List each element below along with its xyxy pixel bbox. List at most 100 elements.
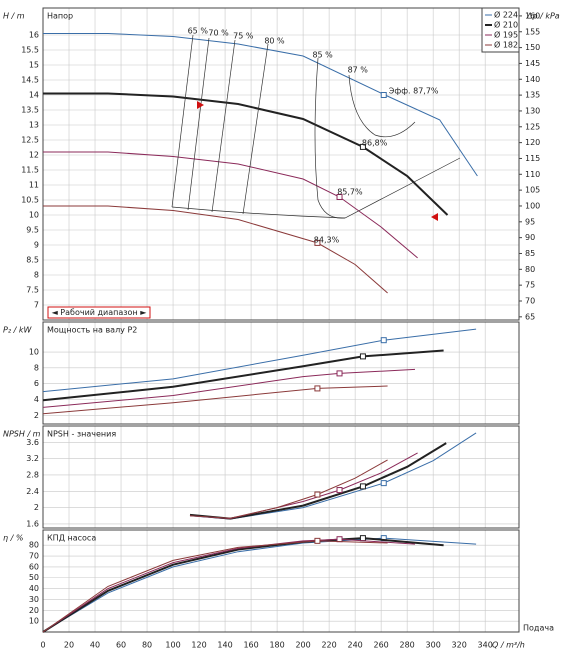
panel-frame	[42, 7, 520, 321]
x-tick-label: 280	[400, 641, 415, 650]
x-tick-label: 320	[452, 641, 467, 650]
y2-axis-label: Δp / kPa	[526, 12, 560, 21]
curve	[43, 151, 418, 259]
curve	[42, 537, 477, 633]
y-tick-label: 11.5	[21, 166, 39, 175]
y2-tick-label: 90	[525, 233, 535, 242]
duty-point	[314, 537, 321, 544]
iso-line	[348, 74, 416, 138]
x-tick-label: 0	[40, 641, 45, 650]
range-box	[47, 306, 151, 319]
y-axis-label: H / m	[3, 12, 25, 21]
y-tick-label: 50	[29, 573, 39, 582]
y-tick-label: 14	[29, 91, 39, 100]
y-tick-label: 7.5	[26, 286, 39, 295]
y-tick-label: 6	[34, 379, 39, 388]
y-tick-label: 1.6	[26, 519, 39, 528]
curve	[42, 537, 444, 633]
x-tick-label: 220	[321, 641, 336, 650]
range-limit	[431, 213, 438, 221]
x-tick-label: 140	[217, 641, 232, 650]
panel-title: Мощность на валу P2	[47, 326, 137, 335]
y-tick-label: 9.5	[26, 226, 39, 235]
annotation: 65 %	[188, 27, 209, 36]
x-tick-label: 200	[295, 641, 310, 650]
x-axis-label: Q / m³/h	[492, 641, 525, 650]
y2-tick-label: 140	[525, 75, 540, 84]
y-tick-label: 3.2	[26, 454, 39, 463]
y-tick-label: 4	[34, 395, 39, 404]
x-tick-label: 80	[142, 641, 152, 650]
y2-tick-label: 95	[525, 217, 535, 226]
y-tick-label: 16	[29, 31, 39, 40]
y-tick-label: 10.5	[21, 196, 39, 205]
panel-frame	[42, 529, 520, 633]
iso-line	[211, 39, 236, 213]
x-tick-label: 60	[116, 641, 126, 650]
y-tick-label: 15	[29, 61, 39, 70]
iso-line	[171, 34, 194, 208]
panel-title: Напор	[47, 12, 73, 21]
y2-tick-label: 150	[525, 43, 540, 52]
y2-tick-label: 145	[525, 59, 540, 68]
duty-point	[380, 337, 387, 344]
curve	[42, 538, 416, 633]
y2-tick-label: 100	[525, 201, 540, 210]
legend-label: Ø 195	[494, 30, 518, 40]
y2-tick-label: 155	[525, 27, 540, 36]
y-tick-label: 7	[34, 301, 39, 310]
legend-label: Ø 182	[494, 40, 518, 50]
duty-point	[359, 143, 366, 150]
curve	[42, 349, 444, 402]
duty-point	[336, 487, 343, 494]
curve	[42, 540, 388, 633]
y2-tick-label: 80	[525, 265, 535, 274]
y2-tick-label: 135	[525, 91, 540, 100]
y-tick-label: 30	[29, 595, 39, 604]
y2-tick-label: 115	[525, 154, 540, 163]
x-tick-label: 120	[191, 641, 206, 650]
legend-label: Ø 224	[494, 10, 518, 20]
duty-point	[359, 535, 366, 542]
curve	[189, 442, 447, 520]
y-tick-label: 10	[29, 348, 39, 357]
y-tick-label: 9	[34, 241, 39, 250]
y-axis-label: P₂ / kW	[3, 326, 32, 335]
duty-point	[336, 370, 343, 377]
x-tick-label: 300	[426, 641, 441, 650]
duty-point	[359, 353, 366, 360]
y-tick-label: 8	[34, 271, 39, 280]
y-tick-label: 13.5	[21, 106, 39, 115]
iso-line	[187, 37, 210, 211]
x-axis-title: Подача	[523, 624, 554, 633]
y-tick-label: 2.8	[26, 470, 39, 479]
curve	[43, 92, 449, 216]
y2-tick-label: 125	[525, 122, 540, 131]
annotation: 80 %	[264, 37, 285, 46]
x-tick-label: 240	[347, 641, 362, 650]
y-tick-label: 70	[29, 552, 39, 561]
y-tick-label: 80	[29, 541, 39, 550]
duty-point	[380, 480, 387, 487]
duty-point	[314, 239, 321, 246]
x-tick-label: 20	[64, 641, 74, 650]
duty-point	[359, 483, 366, 490]
y2-tick-label: 65	[525, 312, 535, 321]
x-tick-label: 180	[269, 641, 284, 650]
duty-point	[380, 92, 387, 98]
y2-tick-label: 85	[525, 249, 535, 258]
y-tick-label: 14.5	[21, 76, 39, 85]
curve	[189, 459, 388, 519]
duty-point	[336, 536, 343, 543]
duty-point	[336, 194, 343, 200]
annotation: 70 %	[208, 28, 229, 37]
y2-tick-label: 130	[525, 106, 540, 115]
y-tick-label: 40	[29, 584, 39, 593]
annotation: 85 %	[312, 51, 333, 60]
y2-tick-label: 105	[525, 186, 540, 195]
curve	[43, 205, 388, 294]
y-tick-label: 2.4	[26, 487, 39, 496]
panel-frame	[42, 321, 520, 425]
iso-efficiency-lines	[171, 34, 461, 221]
